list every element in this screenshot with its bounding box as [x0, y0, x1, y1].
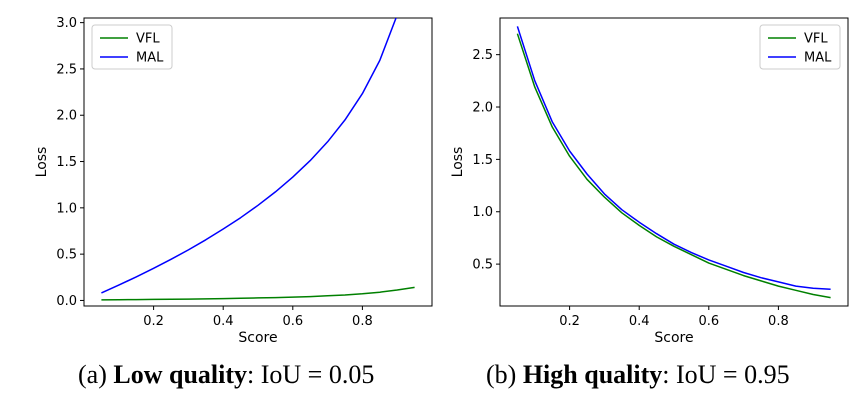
- chart-high-quality: 0.51.01.52.02.5 0.2 0.4 0.6 0.8 Score Loss …: [450, 17, 849, 346]
- series-lines: [101, 18, 415, 301]
- legend-label-vfl: VFL: [804, 32, 828, 47]
- y-axis-ticks: 0.5 1.0 1.5 2.0 2.5: [472, 48, 500, 273]
- y-tick-label: 1.0: [56, 201, 77, 216]
- series-line-vfl: [101, 286, 415, 301]
- x-tick-label: 0.2: [559, 314, 580, 329]
- y-tick-label: 0.0: [56, 294, 77, 309]
- legend-label-vfl: VFL: [136, 32, 160, 47]
- y-axis-label: Loss: [450, 147, 466, 178]
- x-axis-ticks: 0.2 0.4 0.6 0.8: [143, 306, 373, 329]
- x-axis-label: Score: [654, 330, 693, 346]
- caption-b: (b) High quality: IoU = 0.95: [486, 360, 790, 390]
- y-tick-label: 1.5: [56, 155, 77, 170]
- y-tick-label: 1.5: [472, 153, 493, 168]
- y-axis-label: Loss: [34, 147, 50, 178]
- legend-label-mal: MAL: [804, 51, 832, 66]
- legend-box: [759, 24, 841, 70]
- y-axis-ticks: 0.0 0.5 1.0 1.5 2.0 2.5 3.0: [56, 16, 84, 309]
- series-line-vfl: [516, 33, 831, 299]
- caption-a-suffix: : IoU = 0.05: [247, 360, 375, 389]
- y-tick-label: 0.5: [472, 258, 493, 273]
- y-tick-label: 2.5: [472, 48, 493, 63]
- caption-a-bold: Low quality: [113, 360, 248, 389]
- legend: VFL MAL: [759, 24, 841, 70]
- x-tick-label: 0.6: [282, 314, 303, 329]
- y-tick-label: 0.5: [56, 248, 77, 263]
- y-tick-label: 2.0: [56, 109, 77, 124]
- caption-b-suffix: : IoU = 0.95: [662, 360, 790, 389]
- y-tick-label: 3.0: [56, 16, 77, 31]
- y-tick-label: 2.0: [472, 101, 493, 116]
- y-tick-label: 2.5: [56, 62, 77, 77]
- y-tick-label: 1.0: [472, 205, 493, 220]
- caption-a: (a) Low quality: IoU = 0.05: [78, 360, 374, 390]
- legend-box: [91, 24, 173, 70]
- chart-low-quality: 0.0 0.5 1.0 1.5 2.0 2.5 3.0 0.2 0.4 0.6 0.8 Score…: [34, 16, 433, 346]
- x-tick-label: 0.4: [213, 314, 234, 329]
- series-line-mal: [101, 18, 397, 294]
- x-tick-label: 0.8: [352, 314, 373, 329]
- x-tick-label: 0.2: [143, 314, 164, 329]
- caption-a-prefix: (a): [78, 360, 114, 389]
- caption-b-bold: High quality: [522, 360, 663, 389]
- series-lines: [516, 26, 831, 299]
- plot-area-frame: [499, 17, 849, 307]
- legend-label-mal: MAL: [136, 51, 164, 66]
- legend: VFL MAL: [91, 24, 173, 70]
- x-tick-label: 0.6: [698, 314, 719, 329]
- x-axis-ticks: 0.2 0.4 0.6 0.8: [559, 306, 789, 329]
- x-tick-label: 0.8: [768, 314, 789, 329]
- x-tick-label: 0.4: [629, 314, 650, 329]
- x-axis-label: Score: [238, 330, 277, 346]
- caption-b-prefix: (b): [486, 360, 523, 389]
- series-line-mal: [516, 26, 831, 290]
